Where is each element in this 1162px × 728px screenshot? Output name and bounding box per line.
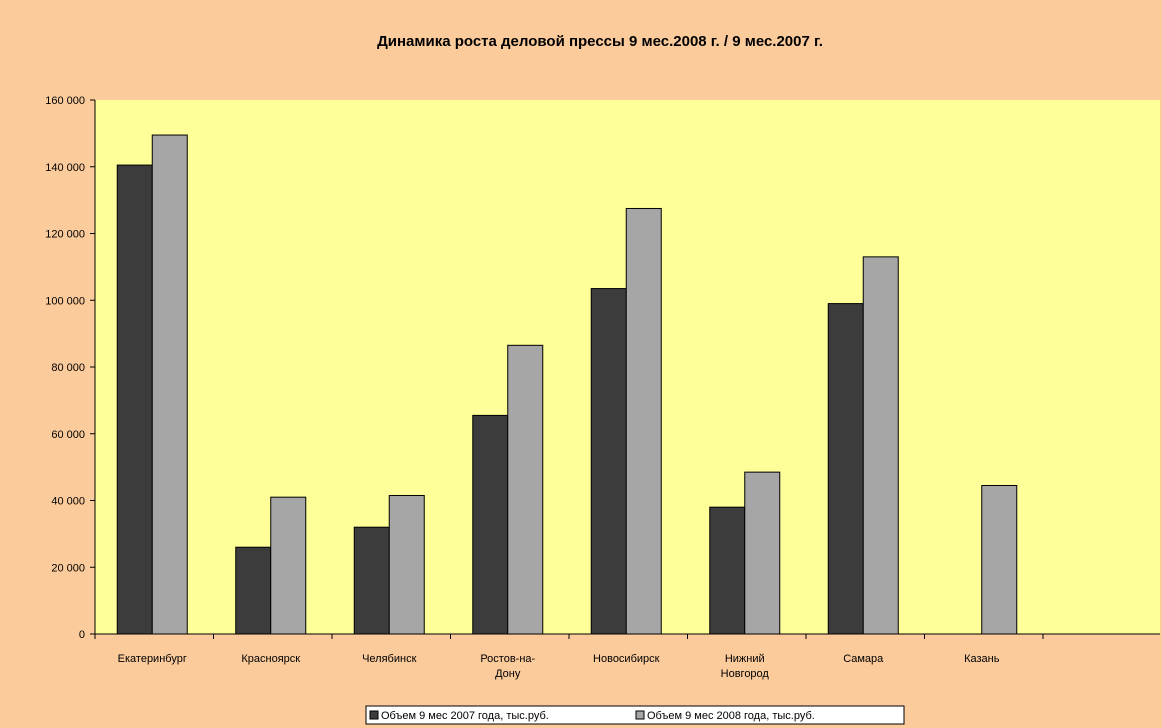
y-tick-label: 160 000 — [45, 95, 85, 107]
bar-series-2 — [388, 494, 425, 635]
bar-series-1 — [235, 546, 272, 635]
bar-series-1 — [590, 288, 627, 635]
bar-series-2 — [625, 207, 662, 635]
y-tick-label: 40 000 — [51, 496, 85, 508]
x-category-label: Казань — [964, 653, 1000, 665]
x-category-label: Самара — [843, 653, 884, 665]
chart-title: Динамика роста деловой прессы 9 мес.2008… — [377, 33, 823, 50]
y-tick-label: 80 000 — [51, 362, 85, 374]
x-category-label: Челябинск — [362, 653, 416, 665]
bar-series-2 — [862, 256, 899, 635]
legend-label-series-2: Объем 9 мес 2008 года, тыс.руб. — [647, 710, 815, 722]
y-tick-label: 100 000 — [45, 295, 85, 307]
bar-series-2 — [151, 134, 188, 635]
bar-series-2 — [270, 496, 307, 635]
x-category-label: Нижний — [725, 653, 765, 665]
x-category-label: Екатеринбург — [118, 653, 187, 665]
y-tick-label: 20 000 — [51, 562, 85, 574]
x-category-label: Новосибирск — [593, 653, 660, 665]
legend-box — [365, 705, 905, 725]
x-category-label: Ростов-на- — [480, 653, 535, 665]
x-category-label: Дону — [495, 668, 521, 680]
x-category-label: Новгород — [721, 668, 770, 680]
plot-area-group: 0 20 000 40 000 60 000 80 000 100 000 120 000 1… — [45, 95, 1160, 680]
bar-series-1 — [827, 303, 864, 635]
bar-series-1 — [353, 526, 390, 635]
bar-series-2 — [981, 484, 1018, 635]
y-tick-label: 120 000 — [45, 229, 85, 241]
y-tick-label: 0 — [79, 629, 85, 641]
bar-series-1 — [116, 164, 153, 635]
bar-series-2 — [744, 471, 781, 635]
legend-label-series-1: Объем 9 мес 2007 года, тыс.руб. — [381, 710, 549, 722]
legend-swatch-series-1 — [369, 710, 379, 720]
bar-series-2 — [507, 344, 544, 635]
bar-series-1 — [472, 414, 509, 635]
legend: Объем 9 мес 2007 года, тыс.руб. Объем 9 м… — [365, 705, 905, 725]
y-tick-label: 140 000 — [45, 162, 85, 174]
y-tick-label: 60 000 — [51, 429, 85, 441]
bar-series-1 — [709, 506, 746, 635]
legend-swatch-series-2 — [635, 710, 645, 720]
x-category-label: Красноярск — [241, 653, 300, 665]
